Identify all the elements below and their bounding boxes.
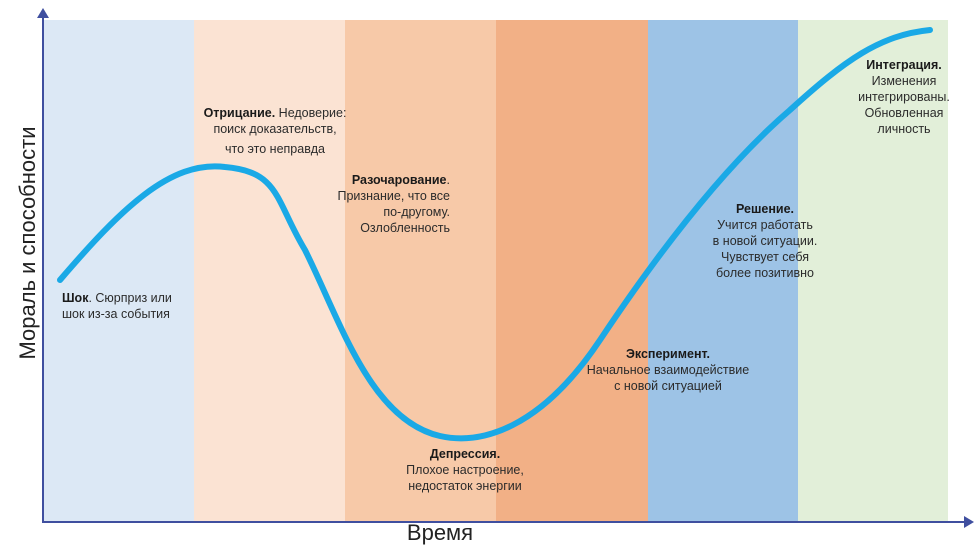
stage-title-experiment: Эксперимент.	[625, 347, 710, 361]
x-axis	[42, 521, 967, 523]
stage-note-integration: Интеграция. Изменения интегрированы. Обн…	[848, 57, 960, 137]
stage-text: в новой ситуации.	[712, 234, 818, 248]
stage-text: личность	[877, 122, 931, 136]
stage-note-depression: Депрессия. Плохое настроение, недостаток…	[385, 446, 545, 494]
stage-title-disappointment: Разочарование	[351, 173, 447, 187]
stage-text: .	[446, 173, 450, 187]
stage-text: Признание, что все	[337, 189, 450, 203]
y-axis	[42, 14, 44, 523]
band-depression	[496, 20, 648, 522]
stage-text: с новой ситуацией	[614, 379, 722, 393]
stage-text: поиск доказательств,	[213, 122, 337, 136]
stage-text: Плохое настроение,	[406, 463, 524, 477]
stage-text: более позитивно	[715, 266, 814, 280]
stage-title-solution: Решение.	[735, 202, 794, 216]
band-integration	[798, 20, 948, 522]
band-denial	[194, 20, 345, 522]
stage-text: Чувствует себя	[721, 250, 809, 264]
x-axis-arrow-icon	[964, 516, 974, 528]
y-axis-arrow-icon	[37, 8, 49, 18]
stage-text: по-другому.	[383, 205, 450, 219]
stage-text: Изменения	[871, 74, 937, 88]
stage-note-shock: Шок. Сюрприз или шок из-за события	[62, 290, 202, 322]
stage-title-integration: Интеграция.	[866, 58, 942, 72]
stage-text: недостаток энергии	[408, 479, 522, 493]
stage-title-shock: Шок	[62, 291, 89, 305]
stage-text: Учится работать	[717, 218, 813, 232]
stage-text: . Сюрприз или	[88, 291, 172, 305]
stage-title-denial: Отрицание.	[203, 106, 276, 120]
stage-title-depression: Депрессия.	[429, 447, 501, 461]
y-axis-title: Мораль и способности	[15, 126, 40, 360]
band-solution	[648, 20, 798, 522]
stage-note-denial: Отрицание. Недоверие: поиск доказательст…	[180, 105, 370, 157]
stage-note-experiment: Эксперимент. Начальное взаимодействие с …	[572, 346, 764, 394]
morale-curve-line	[57, 27, 933, 442]
stage-text: Обновленная	[864, 106, 944, 120]
stage-text: Начальное взаимодействие	[586, 363, 750, 377]
stage-text: что это неправда	[225, 142, 325, 156]
x-axis-title: Время	[406, 520, 474, 545]
stage-note-disappointment: Разочарование. Признание, что все по-дру…	[290, 172, 450, 236]
stage-text: Озлобленность	[360, 221, 450, 235]
stage-note-solution: Решение. Учится работать в новой ситуаци…	[690, 201, 840, 281]
stage-text: интегрированы.	[858, 90, 950, 104]
stage-text: шок из-за события	[62, 307, 170, 321]
stage-text: Недоверие:	[275, 106, 347, 120]
